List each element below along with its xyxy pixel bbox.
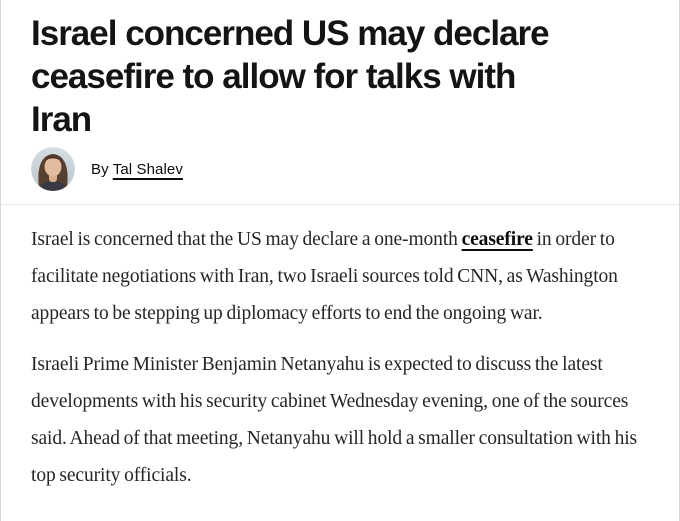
paragraph-text: Israel is concerned that the US may decl… bbox=[31, 229, 462, 250]
article-paragraph-2: Israeli Prime Minister Benjamin Netanyah… bbox=[31, 346, 653, 494]
author-link[interactable]: Tal Shalev bbox=[112, 160, 183, 178]
byline-prefix: By bbox=[91, 160, 109, 178]
paragraph-text: Israeli Prime Minister Benjamin Netanyah… bbox=[31, 354, 638, 486]
byline: By Tal Shalev bbox=[31, 147, 649, 191]
headline-line: Iran bbox=[31, 100, 92, 139]
headline-line: ceasefire to allow for talks with bbox=[31, 57, 516, 96]
headline-line: Israel concerned US may declare bbox=[31, 14, 550, 53]
byline-text: By Tal Shalev bbox=[91, 161, 183, 178]
author-avatar-image bbox=[31, 147, 75, 191]
paragraph-text: in order to facilitate negotiations with… bbox=[31, 229, 618, 324]
article-body: Israel is concerned that the US may decl… bbox=[31, 221, 653, 494]
ceasefire-link[interactable]: ceasefire bbox=[461, 229, 533, 250]
author-avatar[interactable] bbox=[31, 147, 75, 191]
article-paragraph-1: Israel is concerned that the US may decl… bbox=[31, 221, 653, 332]
article-headline: Israel concerned US may declare ceasefir… bbox=[31, 12, 649, 141]
byline-divider bbox=[1, 204, 679, 205]
